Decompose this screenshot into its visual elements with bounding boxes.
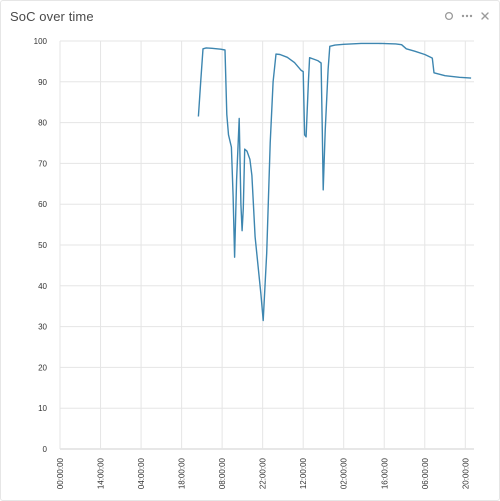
y-axis-ticks: 0 10 20 30 40 50 60 70 80 90 100 xyxy=(34,37,48,454)
x-tick-label: 06:00:00 xyxy=(421,457,430,489)
y-tick-label: 80 xyxy=(38,119,47,128)
x-tick-label: 04:00:00 xyxy=(137,457,146,489)
chart-series xyxy=(197,42,472,322)
y-tick-label: 40 xyxy=(38,282,47,291)
y-tick-label: 30 xyxy=(38,323,47,332)
x-tick-label: 18:00:00 xyxy=(178,457,187,489)
widget-controls xyxy=(443,9,491,23)
x-axis-ticks: 00:00:00 14:00:00 04:00:00 18:00:00 08:00:00… xyxy=(56,457,470,489)
y-tick-label: 0 xyxy=(43,445,48,454)
y-tick-label: 60 xyxy=(38,200,47,209)
y-tick-label: 100 xyxy=(34,37,48,46)
y-tick-label: 70 xyxy=(38,159,47,168)
x-tick-label: 22:00:00 xyxy=(259,457,268,489)
x-tick-label: 14:00:00 xyxy=(97,457,106,489)
x-tick-label: 02:00:00 xyxy=(340,457,349,489)
settings-icon[interactable] xyxy=(443,10,455,22)
x-tick-label: 08:00:00 xyxy=(218,457,227,489)
widget-title: SoC over time xyxy=(10,9,94,24)
more-icon[interactable] xyxy=(461,10,473,22)
close-icon[interactable] xyxy=(479,10,491,22)
y-tick-label: 50 xyxy=(38,241,47,250)
x-tick-label: 12:00:00 xyxy=(299,457,308,489)
y-tick-label: 20 xyxy=(38,363,47,372)
x-tick-label: 16:00:00 xyxy=(380,457,389,489)
y-tick-label: 90 xyxy=(38,78,47,87)
x-tick-label: 20:00:00 xyxy=(461,457,470,489)
soc-series-line xyxy=(197,42,472,322)
y-tick-label: 10 xyxy=(38,404,47,413)
x-tick-label: 00:00:00 xyxy=(56,457,65,489)
chart-grid xyxy=(59,40,474,450)
